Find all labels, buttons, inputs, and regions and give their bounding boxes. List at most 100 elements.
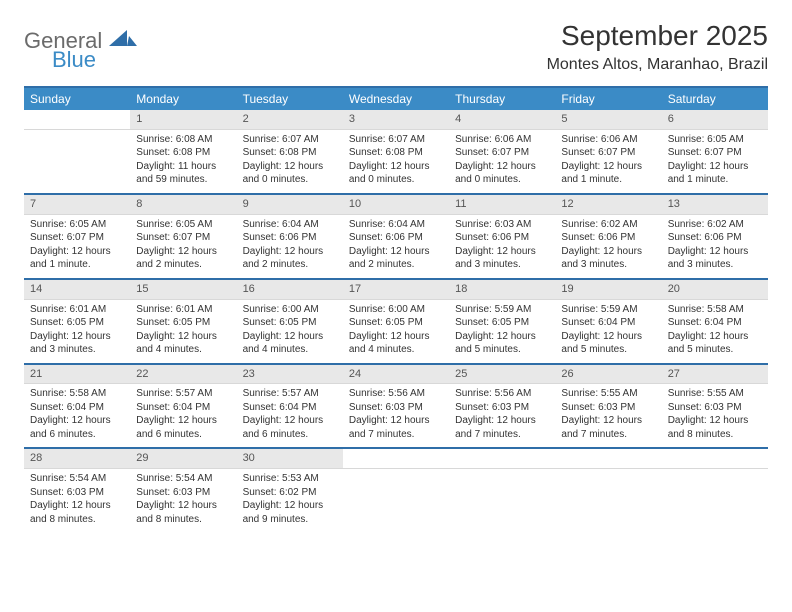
day-number: 12 [555,195,661,215]
calendar-week-row: 21Sunrise: 5:58 AMSunset: 6:04 PMDayligh… [24,364,768,449]
calendar-day-cell [662,448,768,532]
day-details: Sunrise: 6:02 AMSunset: 6:06 PMDaylight:… [555,215,661,278]
calendar-day-cell: 19Sunrise: 5:59 AMSunset: 6:04 PMDayligh… [555,279,661,364]
day-details: Sunrise: 6:00 AMSunset: 6:05 PMDaylight:… [237,300,343,363]
calendar-day-cell: 16Sunrise: 6:00 AMSunset: 6:05 PMDayligh… [237,279,343,364]
logo: General Blue [24,20,137,71]
calendar-day-cell: 27Sunrise: 5:55 AMSunset: 6:03 PMDayligh… [662,364,768,449]
calendar-day-cell: 15Sunrise: 6:01 AMSunset: 6:05 PMDayligh… [130,279,236,364]
calendar-day-cell: 3Sunrise: 6:07 AMSunset: 6:08 PMDaylight… [343,110,449,194]
day-number: 14 [24,280,130,300]
calendar-day-cell: 12Sunrise: 6:02 AMSunset: 6:06 PMDayligh… [555,194,661,279]
day-details: Sunrise: 6:04 AMSunset: 6:06 PMDaylight:… [237,215,343,278]
day-details: Sunrise: 6:04 AMSunset: 6:06 PMDaylight:… [343,215,449,278]
day-number: 13 [662,195,768,215]
day-details: Sunrise: 5:54 AMSunset: 6:03 PMDaylight:… [130,469,236,532]
day-number: 4 [449,110,555,130]
day-number: 19 [555,280,661,300]
day-number: 5 [555,110,661,130]
calendar-day-cell: 22Sunrise: 5:57 AMSunset: 6:04 PMDayligh… [130,364,236,449]
day-details: Sunrise: 5:53 AMSunset: 6:02 PMDaylight:… [237,469,343,532]
day-details: Sunrise: 5:56 AMSunset: 6:03 PMDaylight:… [449,384,555,447]
day-details: Sunrise: 6:08 AMSunset: 6:08 PMDaylight:… [130,130,236,193]
day-number: 28 [24,449,130,469]
calendar-day-cell: 9Sunrise: 6:04 AMSunset: 6:06 PMDaylight… [237,194,343,279]
day-details: Sunrise: 5:57 AMSunset: 6:04 PMDaylight:… [130,384,236,447]
calendar-day-cell: 30Sunrise: 5:53 AMSunset: 6:02 PMDayligh… [237,448,343,532]
calendar-week-row: 14Sunrise: 6:01 AMSunset: 6:05 PMDayligh… [24,279,768,364]
calendar-day-cell: 26Sunrise: 5:55 AMSunset: 6:03 PMDayligh… [555,364,661,449]
day-details: Sunrise: 5:57 AMSunset: 6:04 PMDaylight:… [237,384,343,447]
day-number: 9 [237,195,343,215]
calendar-day-cell: 7Sunrise: 6:05 AMSunset: 6:07 PMDaylight… [24,194,130,279]
day-details: Sunrise: 6:07 AMSunset: 6:08 PMDaylight:… [343,130,449,193]
calendar-day-cell [449,448,555,532]
day-number: 1 [130,110,236,130]
calendar-day-cell: 6Sunrise: 6:05 AMSunset: 6:07 PMDaylight… [662,110,768,194]
calendar-day-cell: 13Sunrise: 6:02 AMSunset: 6:06 PMDayligh… [662,194,768,279]
page-title: September 2025 [547,20,768,52]
day-number: 2 [237,110,343,130]
calendar-day-cell: 18Sunrise: 5:59 AMSunset: 6:05 PMDayligh… [449,279,555,364]
day-number: 10 [343,195,449,215]
calendar-week-row: 1Sunrise: 6:08 AMSunset: 6:08 PMDaylight… [24,110,768,194]
calendar-week-row: 7Sunrise: 6:05 AMSunset: 6:07 PMDaylight… [24,194,768,279]
day-details: Sunrise: 6:02 AMSunset: 6:06 PMDaylight:… [662,215,768,278]
title-block: September 2025 Montes Altos, Maranhao, B… [547,20,768,74]
calendar-day-cell [555,448,661,532]
calendar-day-cell: 1Sunrise: 6:08 AMSunset: 6:08 PMDaylight… [130,110,236,194]
weekday-header-row: Sunday Monday Tuesday Wednesday Thursday… [24,87,768,110]
logo-blue-text: Blue [52,49,137,71]
day-details: Sunrise: 5:59 AMSunset: 6:04 PMDaylight:… [555,300,661,363]
logo-triangle-icon [109,28,137,48]
header: General Blue September 2025 Montes Altos… [24,20,768,74]
day-details: Sunrise: 6:06 AMSunset: 6:07 PMDaylight:… [555,130,661,193]
day-number: 23 [237,365,343,385]
weekday-header: Saturday [662,87,768,110]
weekday-header: Friday [555,87,661,110]
calendar-day-cell: 21Sunrise: 5:58 AMSunset: 6:04 PMDayligh… [24,364,130,449]
day-details: Sunrise: 5:58 AMSunset: 6:04 PMDaylight:… [24,384,130,447]
day-details: Sunrise: 5:59 AMSunset: 6:05 PMDaylight:… [449,300,555,363]
weekday-header: Sunday [24,87,130,110]
day-number: 11 [449,195,555,215]
day-details: Sunrise: 6:05 AMSunset: 6:07 PMDaylight:… [662,130,768,193]
calendar-day-cell [24,110,130,194]
calendar-day-cell: 4Sunrise: 6:06 AMSunset: 6:07 PMDaylight… [449,110,555,194]
day-details: Sunrise: 5:56 AMSunset: 6:03 PMDaylight:… [343,384,449,447]
calendar-day-cell: 11Sunrise: 6:03 AMSunset: 6:06 PMDayligh… [449,194,555,279]
day-number: 17 [343,280,449,300]
page-subtitle: Montes Altos, Maranhao, Brazil [547,56,768,74]
day-number: 29 [130,449,236,469]
day-number: 16 [237,280,343,300]
day-details: Sunrise: 6:06 AMSunset: 6:07 PMDaylight:… [449,130,555,193]
calendar-day-cell: 25Sunrise: 5:56 AMSunset: 6:03 PMDayligh… [449,364,555,449]
calendar-day-cell: 24Sunrise: 5:56 AMSunset: 6:03 PMDayligh… [343,364,449,449]
day-details: Sunrise: 6:01 AMSunset: 6:05 PMDaylight:… [130,300,236,363]
calendar-day-cell: 23Sunrise: 5:57 AMSunset: 6:04 PMDayligh… [237,364,343,449]
day-number: 8 [130,195,236,215]
day-details: Sunrise: 5:55 AMSunset: 6:03 PMDaylight:… [662,384,768,447]
weekday-header: Wednesday [343,87,449,110]
calendar-day-cell: 8Sunrise: 6:05 AMSunset: 6:07 PMDaylight… [130,194,236,279]
calendar-day-cell: 29Sunrise: 5:54 AMSunset: 6:03 PMDayligh… [130,448,236,532]
day-details: Sunrise: 5:54 AMSunset: 6:03 PMDaylight:… [24,469,130,532]
day-details: Sunrise: 6:07 AMSunset: 6:08 PMDaylight:… [237,130,343,193]
day-details: Sunrise: 6:03 AMSunset: 6:06 PMDaylight:… [449,215,555,278]
day-number: 20 [662,280,768,300]
day-details: Sunrise: 6:05 AMSunset: 6:07 PMDaylight:… [24,215,130,278]
day-number: 21 [24,365,130,385]
calendar-week-row: 28Sunrise: 5:54 AMSunset: 6:03 PMDayligh… [24,448,768,532]
day-number: 30 [237,449,343,469]
calendar-day-cell: 14Sunrise: 6:01 AMSunset: 6:05 PMDayligh… [24,279,130,364]
weekday-header: Tuesday [237,87,343,110]
calendar-day-cell [343,448,449,532]
day-number: 3 [343,110,449,130]
day-details: Sunrise: 5:55 AMSunset: 6:03 PMDaylight:… [555,384,661,447]
day-number: 15 [130,280,236,300]
day-details: Sunrise: 6:05 AMSunset: 6:07 PMDaylight:… [130,215,236,278]
day-number: 24 [343,365,449,385]
calendar-day-cell: 28Sunrise: 5:54 AMSunset: 6:03 PMDayligh… [24,448,130,532]
day-number: 26 [555,365,661,385]
calendar-day-cell: 5Sunrise: 6:06 AMSunset: 6:07 PMDaylight… [555,110,661,194]
